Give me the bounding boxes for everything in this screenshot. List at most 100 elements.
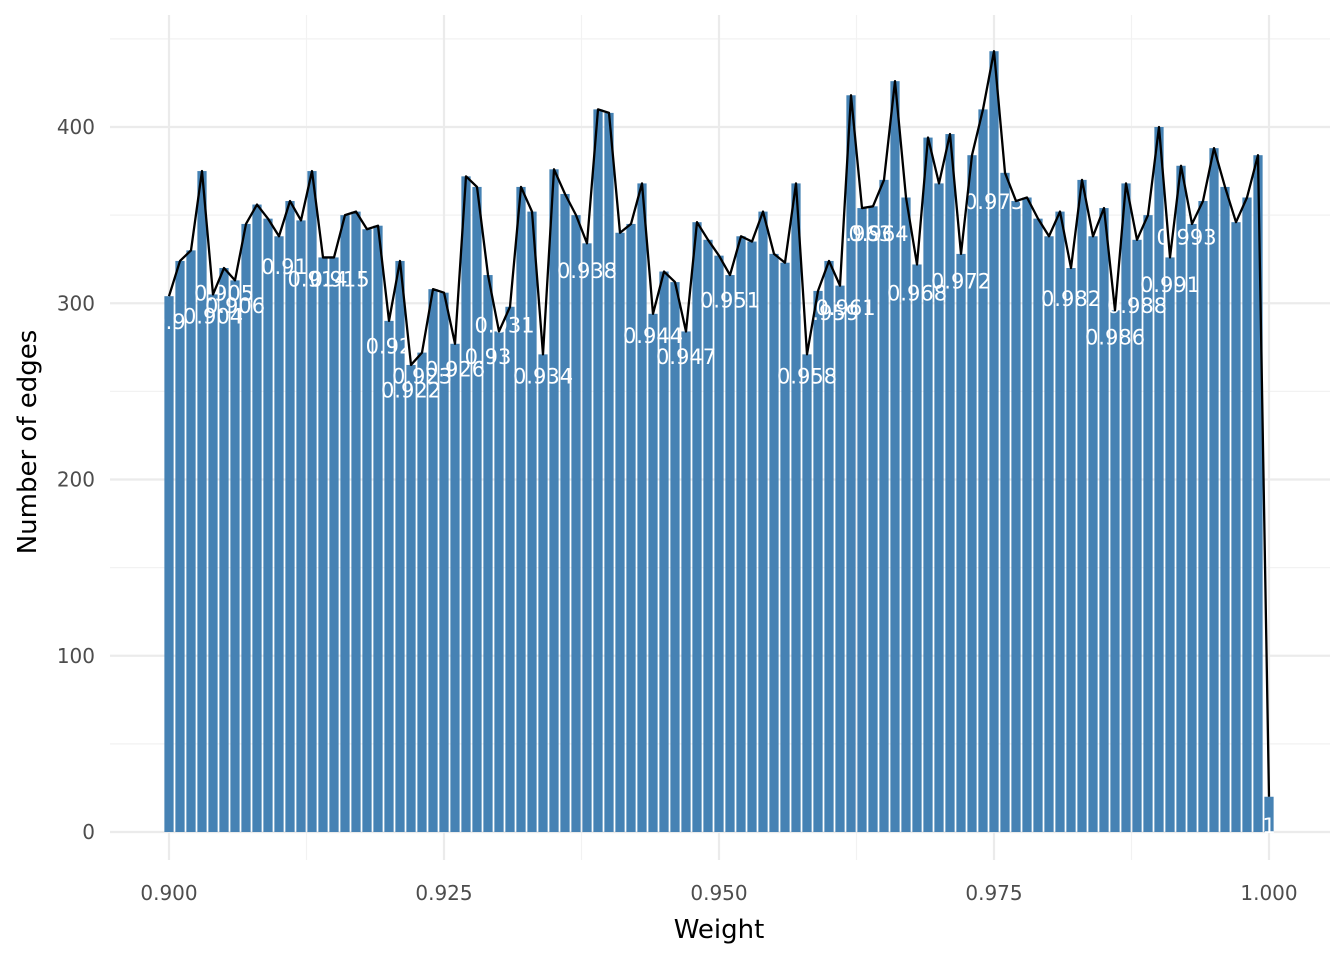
bar-value-label: 0.991 <box>1140 273 1200 297</box>
bar <box>527 211 537 833</box>
bar <box>1110 310 1120 832</box>
x-tick-label: 0.900 <box>140 881 197 905</box>
y-axis-title: Number of edges <box>13 330 43 555</box>
bar-value-label: 0.915 <box>309 268 369 292</box>
bar <box>747 241 757 832</box>
bar <box>329 257 339 832</box>
bar <box>219 268 229 832</box>
y-tick-label: 200 <box>57 468 95 492</box>
bar <box>626 223 636 832</box>
y-tick-label: 400 <box>57 115 95 139</box>
bar <box>1253 155 1263 832</box>
bar <box>1099 208 1109 832</box>
bar <box>604 112 614 832</box>
bar <box>1088 236 1098 832</box>
bar <box>791 183 801 832</box>
bar <box>934 183 944 832</box>
bar <box>780 262 790 832</box>
bar <box>373 225 383 832</box>
bar <box>538 354 548 832</box>
bar <box>1033 218 1043 832</box>
bar-value-label: 0.923 <box>392 365 452 389</box>
bar <box>494 331 504 832</box>
bar <box>1121 183 1131 832</box>
bar <box>1264 796 1274 832</box>
bar <box>472 186 482 833</box>
bar <box>1011 201 1021 832</box>
bar-value-label: 0.964 <box>848 222 908 246</box>
bar <box>802 354 812 832</box>
bar <box>637 183 647 832</box>
bar <box>1000 172 1010 832</box>
bar <box>296 220 306 833</box>
bar <box>1143 215 1153 832</box>
bar-value-label: 0.922 <box>381 379 441 403</box>
bar <box>340 215 350 832</box>
bar <box>351 211 361 833</box>
bar <box>901 197 911 832</box>
bar <box>230 280 240 832</box>
bar-value-label: 0.947 <box>656 345 716 369</box>
bar <box>1176 165 1186 832</box>
bar <box>1055 211 1065 833</box>
bar <box>857 208 867 832</box>
bar <box>615 232 625 832</box>
bar <box>813 290 823 833</box>
bar <box>989 51 999 832</box>
bar <box>417 352 427 832</box>
bar <box>879 179 889 832</box>
bar-value-label: 0.951 <box>700 289 760 313</box>
bar <box>549 169 559 833</box>
bar <box>681 331 691 832</box>
bar <box>197 171 207 832</box>
bar <box>1022 197 1032 832</box>
bar <box>593 109 603 832</box>
bar-value-label: 0.93 <box>465 345 512 369</box>
bar-value-label: 1 <box>1262 814 1275 838</box>
bar <box>186 250 196 832</box>
bar <box>571 215 581 832</box>
bar <box>1077 179 1087 832</box>
bar <box>1165 257 1175 832</box>
bars-group <box>164 51 1274 833</box>
x-tick-label: 0.925 <box>415 881 472 905</box>
bar <box>758 211 768 833</box>
bar <box>670 282 680 833</box>
bar <box>868 206 878 832</box>
bar-value-label: 0.975 <box>964 190 1024 214</box>
bar <box>692 222 702 833</box>
bar <box>483 275 493 832</box>
bar <box>1187 223 1197 832</box>
bar <box>384 320 394 832</box>
bar-value-label: 0.961 <box>815 296 875 320</box>
bar <box>967 155 977 832</box>
bar <box>1220 186 1230 833</box>
bar <box>725 275 735 832</box>
bar-value-label: 0.92 <box>366 335 413 359</box>
bar <box>285 201 295 832</box>
bar <box>263 218 273 832</box>
bar-value-label: 0.938 <box>557 259 617 283</box>
bar-value-label: 0.934 <box>513 365 573 389</box>
bar <box>846 95 856 832</box>
bar-value-label: 0.904 <box>183 305 243 329</box>
bar <box>318 257 328 832</box>
bar <box>461 176 471 833</box>
bar-value-label: 0.986 <box>1085 326 1145 350</box>
bar <box>252 204 262 833</box>
bar <box>395 260 405 832</box>
x-tick-label: 0.975 <box>965 881 1022 905</box>
bar <box>516 186 526 833</box>
x-axis-ticks: 0.900 0.925 0.950 0.975 1.000 <box>140 881 1297 905</box>
count-line <box>167 50 1271 797</box>
bar <box>659 271 669 832</box>
bar-value-label: 0.993 <box>1156 225 1216 249</box>
bar <box>890 81 900 833</box>
bar <box>1044 236 1054 832</box>
bar <box>703 239 713 833</box>
bar-value-label: 0.906 <box>205 294 265 318</box>
bar-value-label: 0.982 <box>1041 287 1101 311</box>
bar <box>175 260 185 832</box>
bar-value-label: 0.958 <box>777 365 837 389</box>
